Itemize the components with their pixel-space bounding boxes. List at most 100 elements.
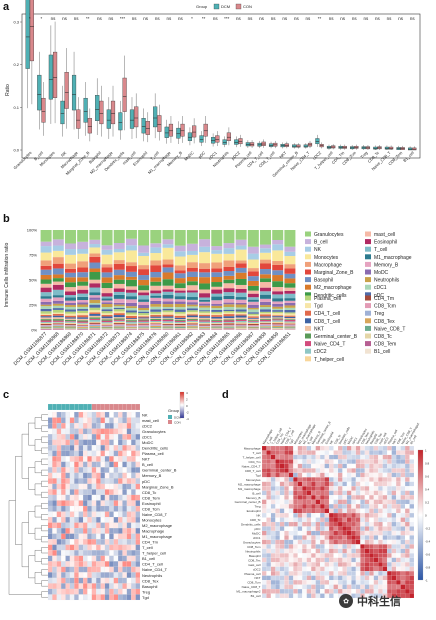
panel-a-box <box>199 135 204 143</box>
panel-d-cell <box>311 459 316 464</box>
panel-b-legend-label: NK <box>314 247 322 253</box>
panel-a-sig-label: ns <box>363 16 369 21</box>
panel-c-cell <box>56 555 62 562</box>
panel-d-cell <box>342 539 347 545</box>
panel-d-cell <box>284 557 289 563</box>
panel-b-segment <box>64 268 76 273</box>
panel-d-cell <box>382 548 388 554</box>
panel-c-cell <box>118 439 123 446</box>
panel-b-segment <box>260 316 272 318</box>
panel-d-cell <box>288 548 294 554</box>
panel-b-segment <box>223 321 235 323</box>
panel-c-cell <box>122 588 127 595</box>
panel-b-segment <box>272 320 284 322</box>
panel-c-cell <box>56 500 62 507</box>
panel-c-cell <box>113 500 119 507</box>
panel-b-segment <box>260 252 272 260</box>
panel-d-cell <box>302 459 307 464</box>
panel-b-segment <box>174 278 186 284</box>
panel-b-segment <box>162 285 174 290</box>
panel-c-cell <box>131 588 136 595</box>
panel-d-cell <box>284 477 289 482</box>
panel-d-cell <box>324 481 330 487</box>
panel-b-segment <box>284 287 296 291</box>
panel-b-segment <box>150 306 162 310</box>
panel-d-cell <box>329 513 334 518</box>
panel-b-segment <box>247 328 259 330</box>
panel-b-legend-label: CD8_Tc <box>374 334 392 340</box>
panel-d-cell <box>279 468 285 473</box>
panel-d-cell <box>284 504 289 509</box>
panel-c-cell <box>82 561 88 567</box>
panel-d-cell <box>306 548 312 554</box>
panel-d-cell <box>284 472 289 478</box>
panel-d-cell <box>351 486 356 491</box>
panel-d-cell <box>387 459 392 464</box>
panel-b-segment <box>186 292 198 298</box>
panel-d-cell <box>360 530 365 536</box>
panel-d-cell <box>315 580 321 585</box>
panel-d-cell <box>311 530 316 536</box>
panel-d-cell <box>364 539 370 545</box>
panel-c-cell <box>47 505 53 512</box>
panel-c-cell <box>100 539 106 545</box>
panel-b-segment <box>64 249 76 255</box>
panel-c-cell <box>69 566 75 573</box>
panel-d-cell <box>382 463 388 469</box>
panel-c-cell <box>96 439 101 446</box>
panel-c-dendro-branch <box>41 458 48 465</box>
panel-b-segment <box>260 305 272 308</box>
panel-b-segment <box>223 328 235 330</box>
panel-d-cell <box>329 486 334 491</box>
panel-b-legend-label: Tgd <box>314 304 323 310</box>
panel-b-segment <box>52 297 64 301</box>
panel-c-cell <box>118 555 123 562</box>
panel-c-cell <box>82 423 88 429</box>
panel-d-cell <box>324 445 330 451</box>
panel-a-xlabel: T_cell <box>149 150 160 161</box>
panel-d-cell <box>364 495 370 500</box>
panel-d-cell <box>360 521 365 527</box>
panel-d-cell <box>378 580 383 585</box>
panel-b-segment <box>162 318 174 320</box>
panel-b-segment <box>113 325 125 327</box>
panel-b-segment <box>174 256 186 266</box>
panel-c-cell <box>82 544 88 551</box>
panel-d-cell <box>306 517 312 523</box>
panel-c-cell <box>135 583 141 589</box>
panel-c-cell <box>96 544 101 551</box>
panel-b-segment <box>162 317 174 319</box>
panel-d-cell <box>405 477 410 482</box>
panel-c-cell <box>126 522 132 529</box>
panel-c-scale-tick: 2 <box>186 398 188 402</box>
panel-b-segment <box>101 326 113 328</box>
panel-a-sig-label: ns <box>109 16 115 21</box>
panel-d-cell <box>400 504 406 509</box>
panel-c-cell <box>78 594 84 601</box>
panel-c-row-label: CD8_Tc <box>142 490 156 495</box>
panel-b-segment <box>89 292 101 296</box>
panel-b-segment <box>89 318 101 320</box>
panel-a-sig-label: ns <box>236 16 242 21</box>
panel-c-row-label: CD4_T_cell <box>142 562 163 567</box>
panel-d-cell <box>333 508 339 514</box>
panel-d-cell <box>311 508 316 514</box>
panel-c-cell <box>118 588 123 595</box>
panel-b-segment <box>284 251 296 257</box>
panel-b-segment <box>284 318 296 320</box>
panel-c-cell <box>78 572 84 578</box>
panel-c-cell <box>131 539 136 545</box>
panel-b-segment <box>162 325 174 327</box>
panel-d-cell <box>351 517 356 523</box>
panel-b-segment <box>113 318 125 320</box>
panel-c-cell <box>113 550 119 556</box>
panel-b-segment <box>138 328 150 330</box>
panel-b-segment <box>150 327 162 328</box>
panel-d-cell <box>297 486 303 491</box>
panel-b-segment <box>284 324 296 326</box>
panel-d-cell <box>405 584 410 590</box>
panel-d-scale-tick: -0.2 <box>425 527 431 531</box>
panel-d-cell <box>266 504 271 509</box>
panel-b-segment <box>113 252 125 261</box>
panel-d-cell <box>342 504 347 509</box>
